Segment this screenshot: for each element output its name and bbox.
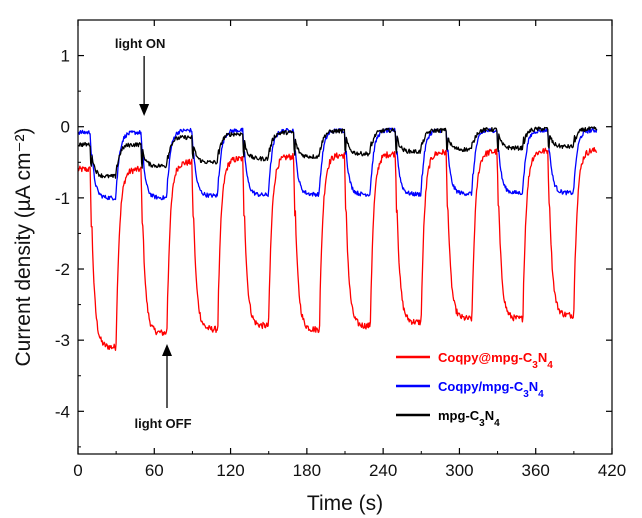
series-line-2 (77, 126, 598, 179)
legend: Coqpy@mpg-C3N4 Coqpy/mpg-C3N4 mpg-C3N4 (396, 350, 553, 429)
axes-layer: 0 60 120 180 240 300 360 420 -4 -3 -2 -1 0 1 (55, 19, 626, 480)
x-tick-label: 300 (445, 461, 473, 480)
series-layer (77, 126, 598, 351)
x-tick-label: 60 (145, 461, 164, 480)
x-axis-title: Time (s) (307, 492, 383, 515)
light-on-label: light ON (115, 36, 166, 51)
series-line-0 (77, 146, 598, 351)
y-tick-label: -4 (55, 402, 70, 421)
x-tick-label: 360 (522, 461, 550, 480)
x-tick-label: 0 (73, 461, 82, 480)
y-axis-title: Current density (µA cm⁻²) (12, 127, 35, 366)
light-off-label: light OFF (134, 416, 191, 431)
light-on-arrowhead (139, 104, 150, 116)
legend-label: mpg-C3N4 (438, 408, 500, 429)
y-tick-label: -2 (55, 260, 70, 279)
light-off-arrowhead (162, 344, 172, 356)
series-line-1 (77, 127, 598, 201)
annotations: light ON light OFF (115, 36, 192, 431)
y-tick-label: -1 (55, 189, 70, 208)
legend-label: Coqpy/mpg-C3N4 (438, 379, 544, 400)
x-tick-label: 180 (293, 461, 321, 480)
legend-label: Coqpy@mpg-C3N4 (438, 350, 553, 371)
x-tick-label: 420 (598, 461, 626, 480)
y-tick-label: 1 (61, 47, 70, 66)
y-tick-label: -3 (55, 331, 70, 350)
x-tick-label: 240 (369, 461, 397, 480)
x-tick-label: 120 (216, 461, 244, 480)
y-tick-label: 0 (61, 118, 70, 137)
